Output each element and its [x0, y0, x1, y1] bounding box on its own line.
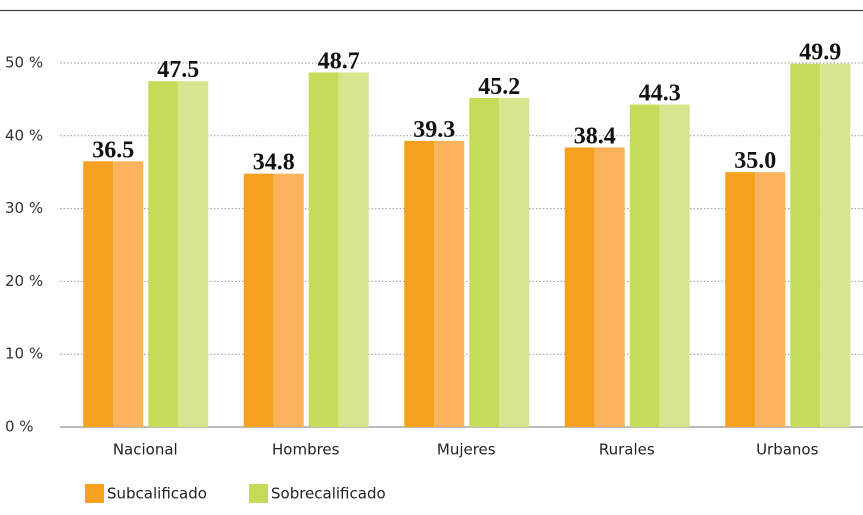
data-label: 36.5 — [92, 137, 134, 163]
data-label: 45.2 — [478, 74, 520, 100]
legend-label: Subcalificado — [107, 485, 207, 503]
y-tick-label: 40 % — [5, 126, 43, 144]
x-tick-label: Urbanos — [756, 441, 819, 459]
bar — [725, 172, 786, 427]
data-label: 47.5 — [157, 57, 199, 83]
y-tick-label: 20 % — [5, 272, 43, 290]
data-label: 48.7 — [318, 48, 360, 74]
data-label: 35.0 — [734, 148, 776, 174]
y-tick-label: 30 % — [5, 199, 43, 217]
x-tick-label: Hombres — [272, 441, 340, 459]
legend-label: Sobrecalificado — [271, 485, 386, 503]
bar — [243, 173, 304, 427]
bar — [629, 104, 690, 427]
bar — [564, 147, 625, 427]
x-tick-label: Nacional — [113, 441, 178, 459]
data-label: 44.3 — [639, 80, 681, 106]
data-label: 39.3 — [413, 117, 455, 143]
bar — [83, 161, 144, 427]
bar — [790, 63, 851, 428]
data-label: 49.9 — [799, 40, 841, 66]
legend-swatch — [249, 484, 268, 503]
bar — [148, 81, 209, 427]
x-tick-label: Rurales — [599, 441, 655, 459]
legend-swatch — [85, 484, 104, 503]
bar — [404, 140, 465, 427]
y-tick-label: 0 % — [5, 418, 34, 436]
data-label: 34.8 — [253, 150, 295, 176]
x-tick-label: Mujeres — [437, 441, 496, 459]
bar — [308, 72, 369, 428]
data-label: 38.4 — [574, 123, 616, 149]
y-tick-label: 10 % — [5, 345, 43, 363]
y-tick-label: 50 % — [5, 54, 43, 72]
bar — [469, 97, 530, 427]
